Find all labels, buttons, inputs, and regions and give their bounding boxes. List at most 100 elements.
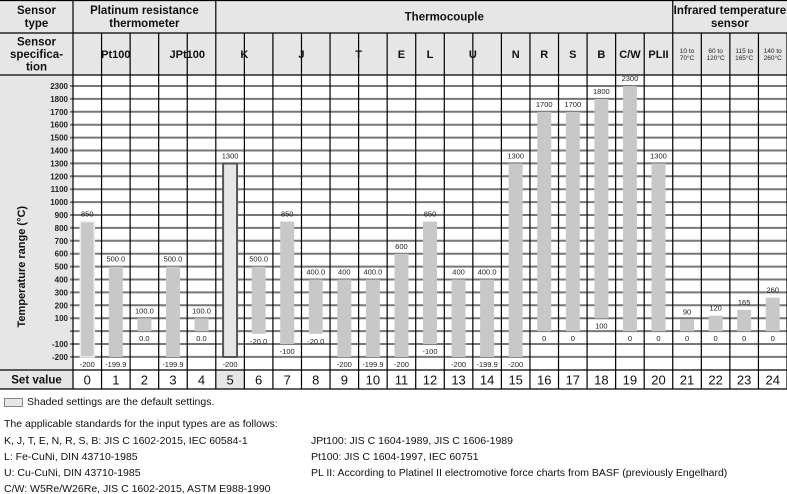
bar-high-label: 400.0 xyxy=(306,268,325,277)
set-value-cell: 10 xyxy=(366,373,380,388)
standards-intro: The applicable standards for the input t… xyxy=(4,418,278,431)
bar-high-label: 1800 xyxy=(593,87,610,96)
set-value-cell: 8 xyxy=(312,373,319,388)
set-value-cell: 22 xyxy=(708,373,722,388)
sensor-spec-header: C/W xyxy=(619,49,641,61)
y-tick-label: 800 xyxy=(55,224,69,233)
set-value-cell: 19 xyxy=(623,373,637,388)
set-value-cell: 23 xyxy=(737,373,751,388)
bar-high-label: 400 xyxy=(452,268,465,277)
range-bar xyxy=(480,279,495,357)
range-bar xyxy=(165,266,180,357)
bar-high-label: 400 xyxy=(338,268,351,277)
bar-high-label: 90 xyxy=(683,308,691,317)
standard-line: U: Cu-CuNi, DIN 43710-1985 xyxy=(4,467,141,480)
set-value-cell: 0 xyxy=(84,373,91,388)
standard-line: L: Fe-CuNi, DIN 43710-1985 xyxy=(4,450,138,463)
standard-line: C/W: W5Re/W26Re, JIS C 1602-2015, ASTM E… xyxy=(4,483,271,494)
bar-high-label: 850 xyxy=(81,210,94,219)
axis-background xyxy=(0,75,73,389)
bar-low-label: -199.9 xyxy=(476,360,497,369)
y-tick-label: 1500 xyxy=(50,134,68,143)
range-bar xyxy=(737,309,752,332)
set-value-cell: 4 xyxy=(198,373,205,388)
range-bar xyxy=(565,111,580,332)
sensor-spec-header: 140 to 260°C xyxy=(764,48,782,62)
set-value-cell: 5 xyxy=(226,373,233,388)
y-tick-label: 200 xyxy=(55,301,69,310)
legend: Shaded settings are the default settings… xyxy=(4,394,727,410)
bar-high-label: 1300 xyxy=(650,152,667,161)
sensor-group-header: Platinum resistance thermometer xyxy=(90,5,199,30)
set-value-cell: 20 xyxy=(651,373,665,388)
set-value-cell: 14 xyxy=(480,373,494,388)
bar-low-label: 0 xyxy=(571,334,575,343)
bar-high-label: 1700 xyxy=(564,100,581,109)
bar-high-label: 100.0 xyxy=(192,306,211,315)
y-tick-label: 300 xyxy=(55,288,69,297)
set-value-cell: 21 xyxy=(680,373,694,388)
range-bar xyxy=(708,315,723,332)
bar-low-label: -200 xyxy=(223,360,238,369)
sensor-spec-header: 10 to 70°C xyxy=(680,48,695,62)
bar-low-label: -200 xyxy=(508,360,523,369)
bar-high-label: 850 xyxy=(424,210,437,219)
set-value-cell: 1 xyxy=(112,373,119,388)
bar-high-label: 500.0 xyxy=(106,255,125,264)
range-bar xyxy=(394,253,409,357)
bar-low-label: -20.0 xyxy=(307,337,324,346)
sensor-spec-header: S xyxy=(569,49,576,61)
sensor-spec-header: R xyxy=(540,49,548,61)
range-bar xyxy=(108,266,123,357)
set-value-cell: 9 xyxy=(341,373,348,388)
bar-high-label: 1300 xyxy=(222,152,239,161)
bar-low-label: 0.0 xyxy=(139,334,149,343)
sensor-spec-header: B xyxy=(597,49,605,61)
bar-low-label: 0 xyxy=(742,334,746,343)
bar-low-label: -100 xyxy=(280,347,295,356)
range-bar xyxy=(622,86,637,332)
y-axis-label: Temperature range (°C) xyxy=(16,206,28,328)
sensor-group-header: Thermocouple xyxy=(405,12,484,24)
range-bar xyxy=(137,318,152,332)
set-value-cell: 18 xyxy=(594,373,608,388)
bar-low-label: -200 xyxy=(80,360,95,369)
range-bar xyxy=(79,220,96,358)
sensor-type-label: Sensor type xyxy=(17,5,57,30)
sensor-spec-header: PLII xyxy=(648,49,668,61)
sensor-spec-header: 60 to 120°C xyxy=(707,48,725,62)
standard-line: JPt100: JIS C 1604-1989, JIS C 1606-1989 xyxy=(311,434,513,447)
y-tick-label: 1700 xyxy=(50,108,68,117)
y-tick-label: 1200 xyxy=(50,172,68,181)
bar-low-label: 0 xyxy=(628,334,632,343)
legend-text: Shaded settings are the default settings… xyxy=(27,396,215,408)
default-set-value-shading xyxy=(215,370,245,389)
y-tick-label: 500 xyxy=(55,263,69,272)
y-tick-label: 1300 xyxy=(50,159,68,168)
y-tick-label: 1100 xyxy=(51,185,69,194)
sensor-spec-label: Sensor specifica-tion xyxy=(10,37,63,74)
set-value-cell: 12 xyxy=(423,373,437,388)
y-tick-label: 600 xyxy=(55,250,69,259)
sensor-spec-header: Pt100 xyxy=(101,49,130,61)
y-tick-label: 400 xyxy=(55,276,69,285)
y-tick-label: 2300 xyxy=(50,82,68,91)
bar-high-label: 100.0 xyxy=(135,306,154,315)
set-value-cell: 13 xyxy=(451,373,465,388)
set-value-cell: 3 xyxy=(169,373,176,388)
bar-low-label: 0 xyxy=(685,334,689,343)
y-tick-label: 900 xyxy=(55,211,69,220)
range-bar xyxy=(251,266,266,334)
bar-low-label: 0.0 xyxy=(196,334,206,343)
y-tick-label: 1000 xyxy=(50,198,68,207)
y-tick-label: 700 xyxy=(55,237,69,246)
default-shading-swatch xyxy=(4,397,23,407)
set-value-cell: 11 xyxy=(395,373,409,388)
bar-low-label: -199.9 xyxy=(362,360,383,369)
bar-high-label: 1300 xyxy=(507,152,524,161)
set-value-cell: 7 xyxy=(284,373,291,388)
bar-high-label: 500.0 xyxy=(164,255,183,264)
bar-low-label: -200 xyxy=(451,360,466,369)
set-value-cell: 17 xyxy=(566,373,580,388)
